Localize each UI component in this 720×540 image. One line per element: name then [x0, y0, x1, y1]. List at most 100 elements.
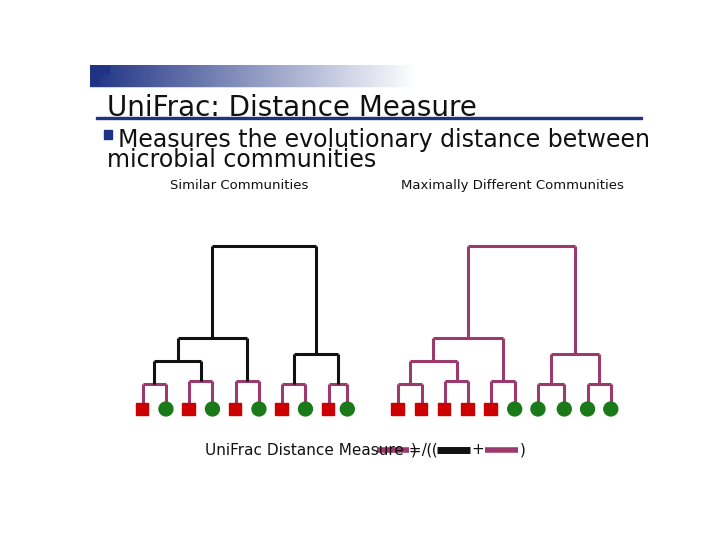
Bar [241, 65, 242, 86]
Bar [106, 65, 107, 86]
Bar [272, 65, 273, 86]
Circle shape [299, 402, 312, 416]
Bar [294, 65, 295, 86]
Bar [193, 65, 194, 86]
Bar [327, 65, 328, 86]
Bar [266, 65, 267, 86]
Bar [171, 65, 172, 86]
Bar [92, 65, 93, 86]
Bar [191, 65, 192, 86]
Bar [251, 65, 252, 86]
Bar [301, 65, 302, 86]
Bar [342, 65, 343, 86]
Bar [411, 65, 412, 86]
Bar [250, 65, 251, 86]
Bar [138, 65, 139, 86]
Bar [123, 65, 124, 86]
Bar [215, 65, 216, 86]
Bar [155, 65, 156, 86]
Bar [107, 65, 108, 86]
Text: +: + [472, 442, 484, 457]
Bar [231, 65, 232, 86]
Bar [135, 65, 136, 86]
Bar [314, 65, 315, 86]
Bar [273, 65, 274, 86]
Text: microbial communities: microbial communities [107, 148, 377, 172]
Bar [244, 65, 245, 86]
Bar [462, 403, 474, 415]
Bar [357, 65, 358, 86]
Bar [137, 65, 138, 86]
Bar [277, 65, 279, 86]
Bar [172, 65, 173, 86]
Bar [351, 65, 352, 86]
Bar [127, 65, 128, 86]
Bar [263, 65, 264, 86]
Circle shape [557, 402, 571, 416]
Bar [192, 65, 193, 86]
Bar [270, 65, 271, 86]
Text: ): ) [519, 442, 525, 457]
Bar [267, 65, 269, 86]
Bar [349, 65, 350, 86]
Bar [181, 65, 182, 86]
Bar [279, 65, 280, 86]
Bar [183, 65, 184, 86]
Bar [208, 65, 209, 86]
Bar [122, 65, 123, 86]
Bar [219, 65, 220, 86]
Circle shape [531, 402, 545, 416]
Bar [125, 65, 126, 86]
Bar [104, 65, 106, 86]
Bar [120, 65, 121, 86]
Bar [260, 65, 261, 86]
Bar [96, 65, 97, 86]
Bar [330, 65, 331, 86]
Bar [322, 65, 323, 86]
Bar [182, 403, 194, 415]
Bar [213, 65, 214, 86]
Bar [243, 65, 244, 86]
Bar [265, 65, 266, 86]
Bar [248, 65, 249, 86]
Text: Measures the evolutionary distance between: Measures the evolutionary distance betwe… [118, 128, 650, 152]
Bar [242, 65, 243, 86]
Bar [232, 65, 233, 86]
Bar [90, 65, 91, 86]
Bar [401, 65, 402, 86]
Bar [93, 65, 94, 86]
Bar [255, 65, 256, 86]
Bar [413, 65, 414, 86]
Circle shape [508, 402, 522, 416]
Bar [218, 65, 219, 86]
Bar [370, 65, 371, 86]
Bar [403, 65, 404, 86]
Bar [224, 65, 225, 86]
Bar [259, 65, 260, 86]
Bar [296, 65, 297, 86]
Bar [395, 65, 396, 86]
Bar [182, 65, 183, 86]
Bar [225, 65, 226, 86]
Bar [94, 65, 96, 86]
Text: Maximally Different Communities: Maximally Different Communities [401, 179, 624, 192]
Bar [319, 65, 320, 86]
Bar [364, 65, 365, 86]
Bar [274, 65, 275, 86]
Bar [164, 65, 165, 86]
Bar [393, 65, 394, 86]
Bar [147, 65, 148, 86]
Bar [264, 65, 265, 86]
Bar [404, 65, 405, 86]
Bar [390, 65, 391, 86]
Bar [378, 65, 379, 86]
Bar [402, 65, 403, 86]
Bar [130, 65, 131, 86]
Bar [438, 403, 451, 415]
Bar [205, 65, 206, 86]
Bar [221, 65, 222, 86]
Bar [282, 65, 283, 86]
Bar [114, 65, 116, 86]
Bar [367, 65, 368, 86]
Bar [375, 65, 376, 86]
